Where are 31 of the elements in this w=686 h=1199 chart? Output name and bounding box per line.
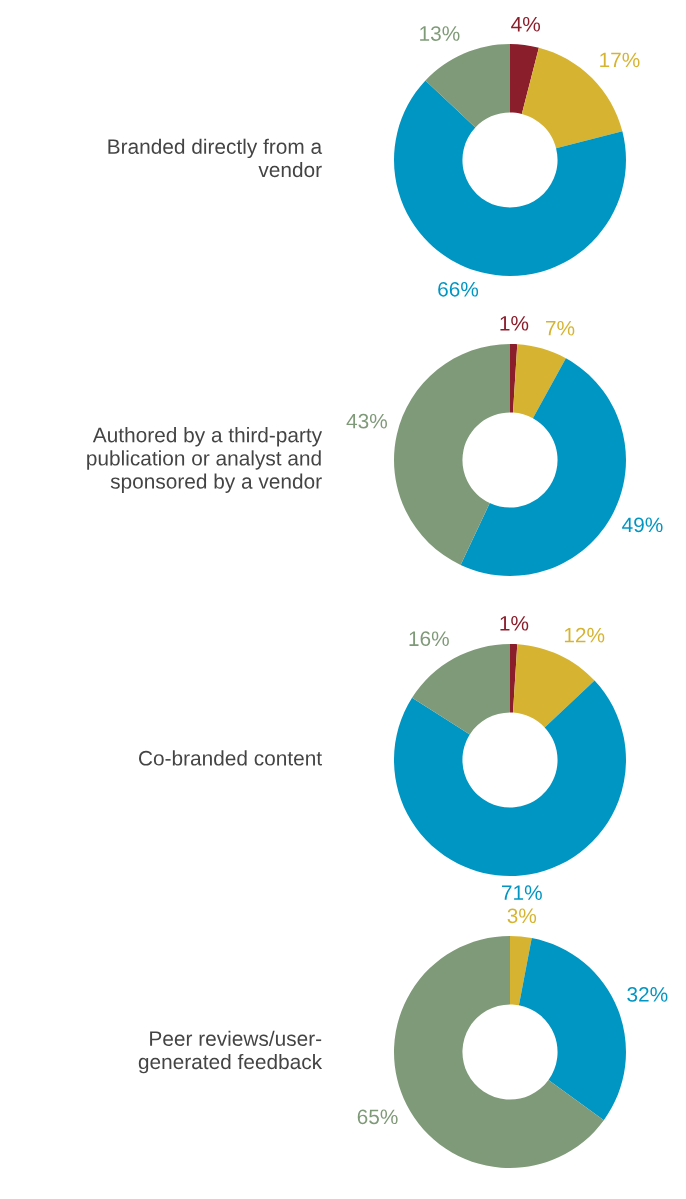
data-label: 49% [622, 517, 663, 533]
data-label: 71% [502, 885, 542, 900]
data-label: 17% [600, 52, 640, 68]
text: Authored by a third-party publication or analyst and sponsored by a vendor [87, 427, 323, 493]
data-label: 65% [357, 1109, 398, 1125]
donut-slice [394, 680, 626, 876]
donut-slice [512, 644, 595, 728]
donut-slice [394, 80, 626, 276]
text: Branded directly from a vendor [108, 138, 323, 178]
donut-slice [510, 44, 539, 114]
donut-slice [394, 344, 510, 565]
data-label: 1% [500, 616, 529, 631]
donut-slice [412, 644, 510, 735]
donut-slice [425, 44, 510, 128]
data-label: 1% [500, 316, 529, 331]
donut-slice [518, 938, 626, 1121]
data-label: 43% [346, 413, 387, 429]
data-label: 3% [507, 908, 537, 924]
donut-slice [510, 344, 518, 413]
text: Peer reviews/user- generated feedback [138, 1030, 323, 1074]
text: Co-branded content [139, 750, 322, 766]
data-label: 32% [627, 987, 668, 1002]
donut-slice [510, 936, 532, 1006]
data-label: 12% [564, 627, 605, 643]
donut-slice [512, 344, 566, 419]
data-label: 16% [409, 631, 449, 647]
donut-slice [510, 644, 518, 713]
data-label: 13% [420, 26, 460, 41]
data-label: 7% [546, 320, 575, 336]
data-label: 4% [511, 16, 541, 32]
data-label: 66% [438, 281, 479, 297]
